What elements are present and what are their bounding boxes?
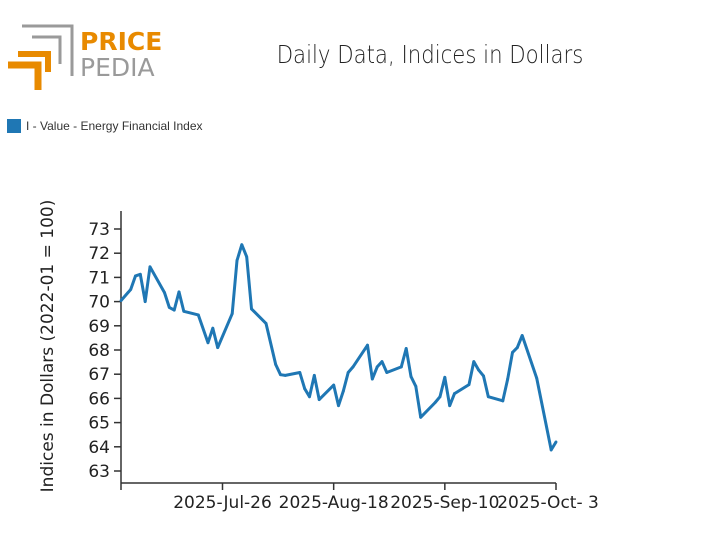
data-point [549, 448, 553, 452]
data-point [520, 334, 524, 337]
data-point [419, 415, 423, 419]
data-point [298, 371, 302, 374]
data-point [404, 347, 408, 350]
data-point [312, 374, 316, 377]
data-point [486, 395, 490, 399]
x-tick-label: 2025-Oct- 3 [497, 493, 599, 513]
y-tick-label: 65 [88, 414, 110, 434]
data-point [172, 308, 176, 312]
data-point [245, 255, 249, 259]
x-tick-label: 2025-Sep-10 [390, 493, 499, 513]
y-tick-label: 71 [88, 268, 110, 288]
data-point [433, 401, 437, 404]
y-tick-label: 66 [88, 389, 110, 409]
data-point [453, 392, 456, 395]
legend[interactable]: I - Value - Energy Financial Index [7, 119, 203, 133]
data-point [511, 351, 514, 354]
data-point [230, 312, 234, 316]
data-point [370, 377, 374, 381]
y-tick-label: 64 [88, 438, 110, 458]
data-point [163, 291, 166, 295]
data-point [138, 272, 142, 276]
data-point [337, 404, 340, 408]
data-point [346, 371, 350, 374]
y-tick-label: 69 [88, 317, 110, 337]
data-point [385, 371, 389, 374]
data-point [506, 377, 510, 381]
data-point [332, 383, 336, 387]
data-point [467, 383, 471, 387]
data-point [143, 300, 147, 303]
data-point [264, 321, 268, 325]
data-point [482, 374, 485, 378]
data-point [409, 375, 413, 379]
data-point [303, 387, 307, 391]
data-point [380, 360, 384, 364]
data-point [366, 343, 369, 347]
data-point [134, 274, 137, 278]
data-point [472, 360, 476, 364]
pricepedia-logo: PRICE PEDIA [8, 24, 168, 99]
data-point [177, 290, 181, 294]
chart-title: Daily Data, Indices in Dollars [276, 40, 584, 69]
x-tick-label: 2025-Jul-26 [173, 493, 272, 513]
data-point [148, 265, 152, 269]
y-tick-label: 73 [88, 220, 110, 240]
data-point [438, 395, 442, 399]
y-axis-label: Indices in Dollars (2022-01 = 100) [38, 200, 58, 493]
data-point [448, 404, 452, 408]
svg-text:PRICE: PRICE [80, 27, 162, 56]
data-point [515, 346, 519, 349]
data-point [341, 389, 345, 393]
legend-label: I - Value - Energy Financial Index [26, 119, 203, 133]
data-point [279, 373, 282, 377]
data-point [182, 309, 186, 313]
data-point [317, 398, 321, 402]
data-point [240, 243, 244, 247]
data-point [414, 384, 418, 388]
y-tick-label: 72 [88, 244, 110, 264]
data-point [235, 259, 239, 262]
data-point [375, 365, 379, 369]
legend-swatch [7, 119, 21, 133]
series-line [119, 243, 558, 452]
y-tick-label: 67 [88, 365, 110, 385]
svg-text:PEDIA: PEDIA [80, 53, 155, 82]
data-point [167, 306, 171, 309]
x-tick-label: 2025-Aug-18 [279, 493, 389, 513]
data-point [308, 395, 311, 399]
data-point [501, 399, 505, 403]
data-point [196, 313, 200, 317]
data-point [274, 363, 278, 366]
data-point [554, 440, 558, 444]
data-point [283, 374, 287, 377]
y-tick-label: 70 [88, 293, 110, 313]
data-point [250, 307, 253, 311]
data-point [216, 346, 220, 349]
data-point [351, 365, 355, 369]
data-point [206, 341, 210, 345]
y-tick-label: 63 [88, 462, 110, 482]
y-tick-label: 68 [88, 341, 110, 361]
data-point [477, 368, 481, 372]
data-point [129, 288, 133, 291]
data-point [443, 375, 447, 379]
data-point [535, 376, 539, 380]
data-point [211, 326, 215, 330]
data-point [119, 299, 123, 303]
data-point [399, 365, 403, 369]
